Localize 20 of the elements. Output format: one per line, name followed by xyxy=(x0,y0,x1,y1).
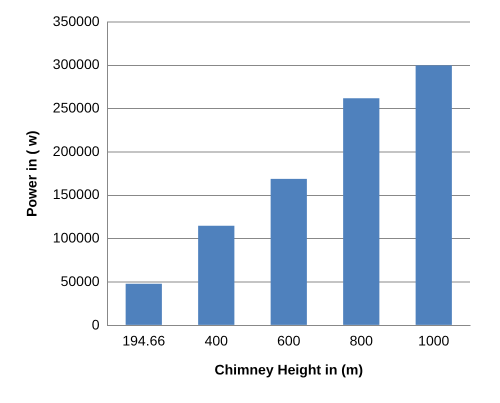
y-tick-label: 300000 xyxy=(52,56,100,72)
y-tick-label: 350000 xyxy=(52,12,100,29)
y-tick-label: 50000 xyxy=(60,272,100,289)
x-tick-label: 600 xyxy=(277,332,301,349)
y-tick-label: 150000 xyxy=(52,186,100,202)
x-tick-label: 800 xyxy=(350,332,374,349)
x-axis-title: Chimney Height in (m) xyxy=(214,361,364,378)
y-tick-label: 250000 xyxy=(52,100,100,116)
x-tick-label: 194.66 xyxy=(122,332,166,349)
bar xyxy=(270,178,307,325)
y-tick-label: 100000 xyxy=(52,230,100,246)
bar xyxy=(343,98,380,325)
x-tick-label: 1000 xyxy=(418,332,450,349)
bar xyxy=(416,65,452,325)
x-tick-label: 400 xyxy=(204,332,228,349)
y-tick-label: 0 xyxy=(92,316,100,332)
bar xyxy=(126,284,162,325)
bar xyxy=(198,226,234,325)
y-tick-label: 200000 xyxy=(52,142,100,159)
y-axis-title: Power in ( w) xyxy=(23,130,40,217)
